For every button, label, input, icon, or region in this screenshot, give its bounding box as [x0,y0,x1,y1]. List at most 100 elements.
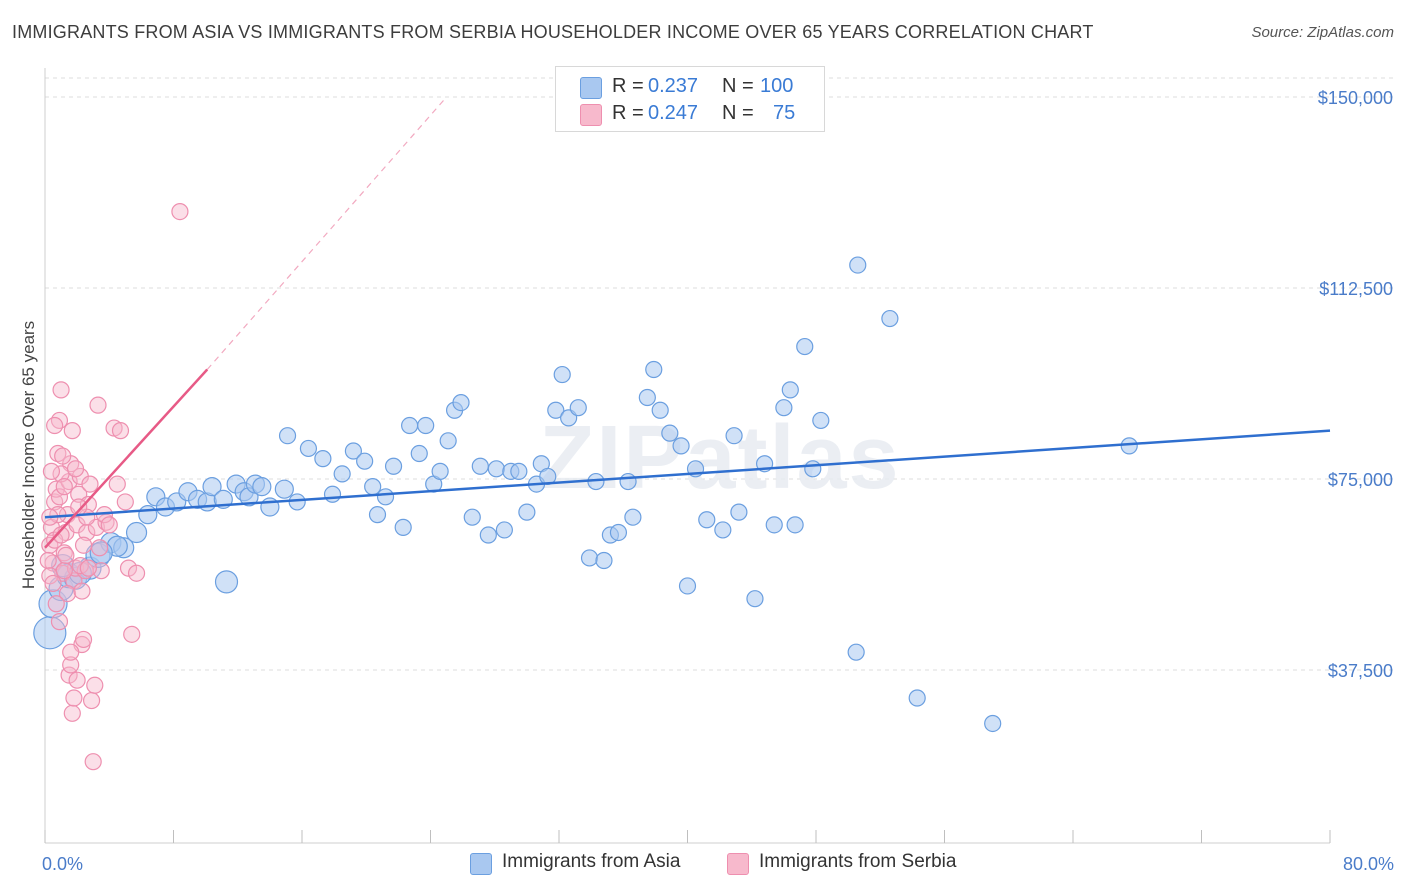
y-axis-label: Householder Income Over 65 years [19,321,38,589]
point-asia [495,521,513,539]
point-asia [804,460,822,478]
point-asia [624,508,642,526]
point-serbia [79,495,97,514]
y-tick-label: $37,500 [1328,661,1393,681]
point-asia [638,388,656,407]
point-asia [746,590,764,608]
point-asia [661,424,679,442]
bottom-legend-label-serbia: Immigrants from Serbia [759,851,957,872]
bottom-legend-label-asia: Immigrants from Asia [502,851,681,872]
point-serbia [55,544,73,562]
point-asia [214,570,239,594]
point-serbia [55,478,73,496]
point-serbia [57,546,75,565]
point-asia [580,549,599,567]
point-asia [479,526,497,544]
point-serbia [100,516,118,534]
point-serbia [42,462,61,480]
trend-line-asia [44,429,1331,519]
y-tick-label: $75,000 [1328,470,1393,490]
trend-line-serbia [44,368,209,549]
point-asia [394,518,412,536]
point-serbia [73,582,91,600]
point-serbia [66,559,85,577]
point-asia [781,381,799,399]
point-asia [333,465,351,483]
point-serbia [50,411,69,430]
point-asia [714,521,732,539]
point-serbia [50,488,69,506]
point-asia [619,472,637,491]
point-serbia [116,493,134,511]
point-asia [202,477,222,497]
trend-lines [206,96,448,370]
point-serbia [79,559,97,577]
x-tick-label-max: 80.0% [1343,854,1394,874]
axes [44,68,1331,844]
point-asia [553,365,571,384]
point-serbia [63,422,81,440]
point-asia [138,505,158,525]
point-asia [698,511,716,529]
point-asia [417,416,435,435]
point-serbia [44,574,62,593]
point-serbia [50,613,69,631]
watermark: ZIPatlas [539,408,900,508]
point-asia [849,256,867,274]
point-asia [651,401,669,419]
point-serbia [46,416,64,435]
data-points [33,203,1331,771]
point-asia [569,399,587,417]
point-asia [125,521,148,544]
point-asia [299,439,318,458]
point-asia [786,516,804,534]
point-asia [796,337,814,356]
grid-lines [45,77,1395,671]
x-tick-label-min: 0.0% [42,854,83,874]
chart-title: IMMIGRANTS FROM ASIA VS IMMIGRANTS FROM … [12,22,1094,42]
legend-r-label: R = [612,102,644,124]
point-serbia [54,447,72,465]
bottom-legend-swatch-serbia [727,853,749,875]
point-asia [775,399,793,417]
point-serbia [171,203,189,221]
point-serbia [74,630,93,649]
point-serbia [82,691,101,710]
point-asia [376,488,395,506]
point-serbia [74,536,93,554]
point-asia [274,479,294,499]
point-serbia [108,475,126,493]
point-asia [812,411,830,430]
point-serbia [39,551,57,570]
point-asia [368,506,387,524]
point-asia [765,516,783,534]
point-serbia [58,584,77,603]
point-asia [487,460,505,478]
point-serbia [65,689,83,707]
point-asia [89,541,113,565]
point-asia [672,437,690,455]
point-asia [439,432,457,450]
legend-swatch-serbia [580,104,602,126]
point-serbia [123,625,141,643]
point-asia [547,401,565,419]
legend-swatch-asia [580,77,602,99]
point-asia [984,714,1002,733]
point-asia [384,457,403,475]
point-serbia [91,539,109,557]
legend-n-label: N = [722,102,754,124]
point-serbia [46,493,64,511]
point-serbia [52,526,70,544]
point-serbia [81,475,99,493]
point-asia [278,427,297,445]
point-asia [431,462,449,480]
point-asia [847,643,865,661]
point-serbia [78,523,96,542]
legend-n-value: 100 [760,75,794,97]
point-serbia [84,753,102,771]
point-asia [252,477,272,497]
point-serbia [49,444,67,463]
point-asia [518,503,536,521]
point-serbia [70,498,88,516]
